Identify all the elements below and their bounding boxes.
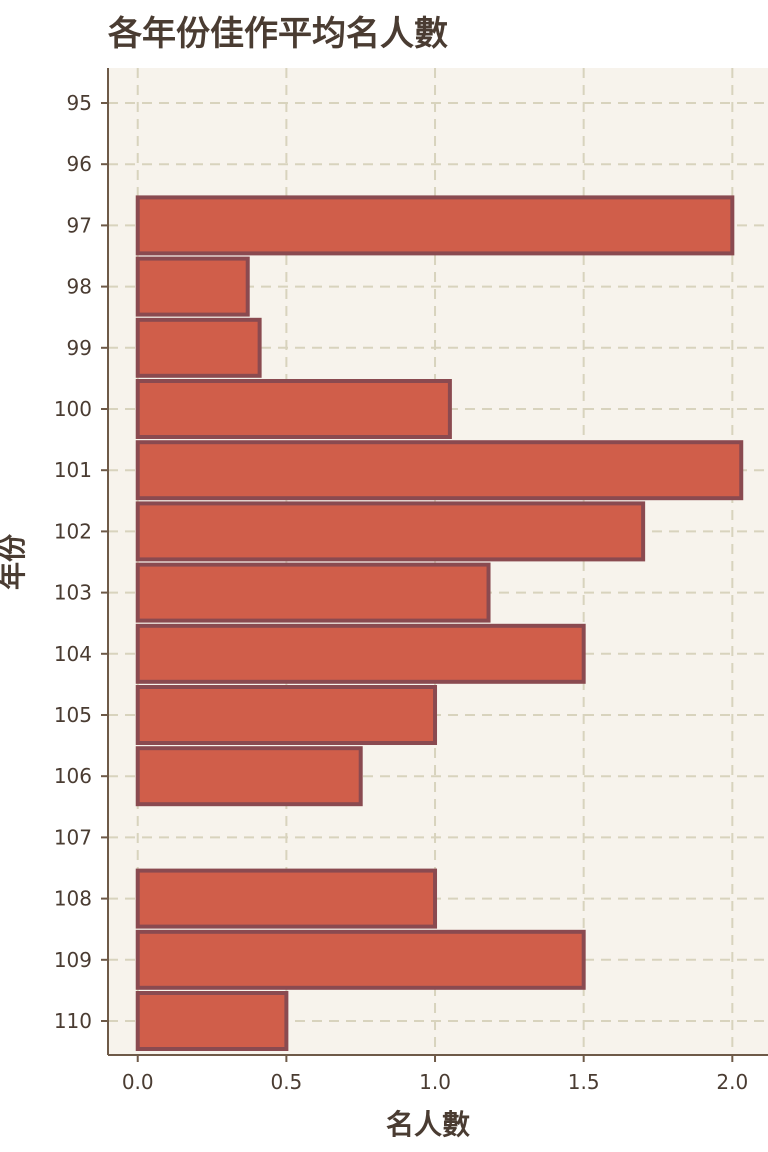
y-tick-label: 99 bbox=[67, 336, 92, 360]
y-axis-title: 年份 bbox=[0, 534, 29, 590]
y-tick-label: 95 bbox=[67, 91, 92, 115]
bar-105 bbox=[135, 685, 438, 745]
x-tick-label: 2.0 bbox=[716, 1070, 748, 1094]
bar-98 bbox=[135, 256, 250, 317]
bar-100 bbox=[135, 379, 452, 439]
bar-102 bbox=[135, 501, 646, 562]
y-tick-label: 110 bbox=[54, 1009, 92, 1033]
y-tick-label: 109 bbox=[54, 948, 92, 972]
axes bbox=[107, 68, 768, 1056]
x-tick-label: 0.5 bbox=[270, 1070, 302, 1094]
y-tick-label: 100 bbox=[54, 397, 92, 421]
y-tick-label: 105 bbox=[54, 703, 92, 727]
x-tick-label: 0.0 bbox=[122, 1070, 154, 1094]
y-tick-label: 104 bbox=[54, 642, 92, 666]
y-tick-label: 101 bbox=[54, 458, 92, 482]
chart-title: 各年份佳作平均名人數 bbox=[108, 14, 448, 54]
bar-108 bbox=[135, 868, 438, 929]
bar-99 bbox=[135, 317, 262, 378]
bar-109 bbox=[135, 929, 586, 990]
y-tick-label: 106 bbox=[54, 764, 92, 788]
bar-103 bbox=[135, 562, 491, 623]
bar-110 bbox=[135, 991, 289, 1051]
y-tick-label: 98 bbox=[67, 275, 92, 299]
bars bbox=[135, 195, 744, 1051]
bar-97 bbox=[135, 195, 735, 256]
x-tick-label: 1.5 bbox=[568, 1070, 600, 1094]
y-tick-label: 102 bbox=[54, 519, 92, 543]
x-axis-ticks: 0.0 0.5 1.0 1.5 2.0 bbox=[122, 1055, 748, 1094]
bar-101 bbox=[135, 440, 744, 501]
y-axis-ticks: 95 96 97 98 99 100 101 102 103 104 105 106 107 108 109… bbox=[54, 91, 108, 1033]
y-tick-label: 103 bbox=[54, 581, 92, 605]
bar-106 bbox=[135, 746, 363, 807]
x-axis-title: 名人數 bbox=[386, 1108, 470, 1141]
bar-104 bbox=[135, 623, 586, 684]
y-tick-label: 107 bbox=[54, 825, 92, 849]
y-tick-label: 108 bbox=[54, 887, 92, 911]
x-tick-label: 1.0 bbox=[419, 1070, 451, 1094]
y-tick-label: 97 bbox=[67, 213, 92, 237]
y-tick-label: 96 bbox=[67, 152, 92, 176]
